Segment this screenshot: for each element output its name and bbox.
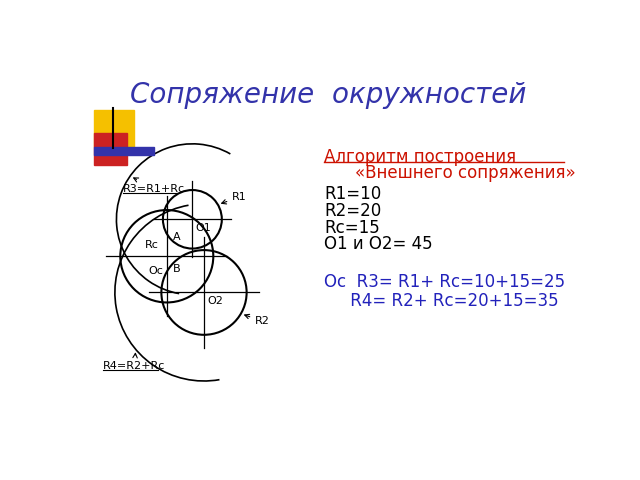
Text: O2: O2 <box>207 296 223 306</box>
Text: R2: R2 <box>244 314 270 326</box>
Text: Оc  R3= R1+ Rc=10+15=25: Оc R3= R1+ Rc=10+15=25 <box>324 273 565 291</box>
Text: A: A <box>173 232 180 242</box>
Text: Rc: Rc <box>145 240 159 250</box>
Text: R1: R1 <box>221 192 247 204</box>
Text: Rc=15: Rc=15 <box>324 218 380 237</box>
Text: R4=R2+Rc: R4=R2+Rc <box>103 353 166 371</box>
Text: Oc: Oc <box>149 265 164 276</box>
Text: О1 и О2= 45: О1 и О2= 45 <box>324 236 433 253</box>
Text: R1=10: R1=10 <box>324 185 381 203</box>
Text: B: B <box>173 264 180 274</box>
Text: R2=20: R2=20 <box>324 202 381 219</box>
Bar <box>94 133 127 166</box>
Text: Алгоритм построения: Алгоритм построения <box>324 148 516 167</box>
Bar <box>94 110 134 147</box>
Text: O1: O1 <box>195 223 211 233</box>
Text: «Внешнего сопряжения»: «Внешнего сопряжения» <box>355 164 576 182</box>
Text: R4= R2+ Rc=20+15=35: R4= R2+ Rc=20+15=35 <box>324 292 559 310</box>
Text: Сопряжение  окружностей: Сопряжение окружностей <box>130 81 526 108</box>
Text: R3=R1+Rc: R3=R1+Rc <box>123 178 185 193</box>
Bar <box>94 147 154 155</box>
